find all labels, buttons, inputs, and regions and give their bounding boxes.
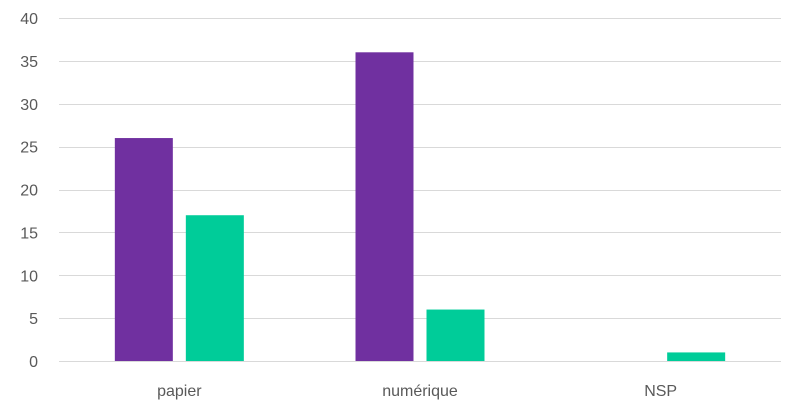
- y-tick-label: 10: [20, 268, 38, 285]
- bars: [114, 52, 726, 362]
- bar-series1-1: [355, 52, 414, 362]
- y-tick-label: 30: [20, 97, 38, 114]
- y-tick-label: 40: [20, 11, 38, 28]
- y-tick-label: 35: [20, 54, 38, 71]
- y-tick-label: 5: [29, 311, 38, 328]
- x-category-label: numérique: [382, 383, 458, 400]
- bar-series2-1: [426, 309, 485, 361]
- x-category-label: NSP: [644, 383, 677, 400]
- y-tick-label: 20: [20, 183, 38, 200]
- x-axis-category-labels: papier numérique NSP: [157, 383, 677, 400]
- bar-series1-0: [114, 138, 173, 361]
- y-tick-label: 0: [29, 354, 38, 371]
- bar-series2-0: [185, 215, 244, 361]
- bar-series2-2: [667, 352, 726, 361]
- x-category-label: papier: [157, 383, 202, 400]
- y-tick-label: 25: [20, 140, 38, 157]
- y-axis-tick-labels: 0 5 10 15 20 25 30 35 40: [20, 11, 38, 371]
- gridlines: [59, 18, 781, 362]
- y-tick-label: 15: [20, 225, 38, 242]
